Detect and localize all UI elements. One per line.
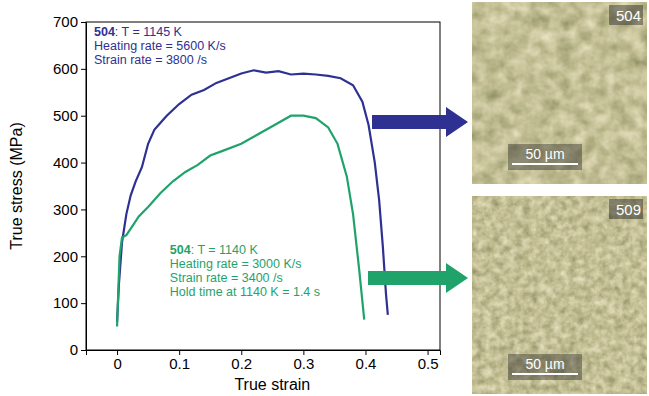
scale-bar-label: 50 µm <box>525 356 564 372</box>
annotation-line: Hold time at 1140 K = 1.4 s <box>170 285 320 299</box>
x-tick-label: 0.2 <box>231 355 252 372</box>
y-tick-label: 100 <box>53 294 78 311</box>
x-tick-label: 0.4 <box>356 355 377 372</box>
y-tick-label: 500 <box>53 107 78 124</box>
x-tick: 0 <box>113 350 121 372</box>
stress-strain-curve <box>117 116 364 327</box>
annotation-line: Strain rate = 3400 /s <box>170 271 283 285</box>
y-tick-label: 400 <box>53 154 78 171</box>
x-tick: 0.1 <box>169 350 190 372</box>
label-patch <box>609 5 643 25</box>
annotation-line: Heating rate = 3000 K/s <box>170 257 302 271</box>
y-tick-mark <box>81 116 86 117</box>
micrograph: 509 50 µm <box>472 196 647 394</box>
x-axis: 0 0.1 0.2 0.3 0.4 0.5 <box>87 350 441 372</box>
y-tick: 100 <box>53 294 86 311</box>
y-axis-title: True stress (MPa) <box>8 122 25 249</box>
annotation: 504: T = 1140 KHeating rate = 3000 K/sSt… <box>170 243 320 299</box>
scale-bar <box>512 163 578 165</box>
micrograph-label: 509 <box>616 201 641 218</box>
annotation-line: 504: T = 1140 K <box>170 243 259 257</box>
x-tick: 0.5 <box>418 350 439 372</box>
x-tick: 0.2 <box>231 350 252 372</box>
y-tick: 700 <box>53 13 86 30</box>
scale-bar <box>512 373 578 375</box>
y-tick: 200 <box>53 248 86 265</box>
y-axis: 0 100 200 300 400 500 600 700 <box>53 13 87 358</box>
y-tick: 400 <box>53 154 86 171</box>
x-axis-title: True strain <box>234 376 310 393</box>
y-tick-mark <box>81 22 86 23</box>
y-tick: 0 <box>70 341 86 358</box>
scale-patch <box>508 354 582 380</box>
y-tick-mark <box>81 303 86 304</box>
y-tick-label: 700 <box>53 13 78 30</box>
y-tick-label: 200 <box>53 248 78 265</box>
x-tick-label: 0 <box>113 355 121 372</box>
y-tick-mark <box>81 350 86 351</box>
x-tick: 0.4 <box>356 350 377 372</box>
plot-frame <box>86 22 440 350</box>
arrow <box>368 263 468 293</box>
y-tick-label: 0 <box>70 341 78 358</box>
annotation-line: 504: T = 1145 K <box>94 25 183 39</box>
y-axis-line <box>81 23 87 351</box>
x-tick-label: 0.1 <box>169 355 190 372</box>
scale-patch <box>508 144 582 170</box>
annotation: 504: T = 1145 KHeating rate = 5600 K/sSt… <box>94 25 226 67</box>
label-patch <box>609 199 643 219</box>
y-tick-mark <box>81 163 86 164</box>
micrograph-image <box>472 196 647 394</box>
y-tick-mark <box>81 209 86 210</box>
annotation-line: Strain rate = 3800 /s <box>94 53 207 67</box>
y-tick-mark <box>81 69 86 70</box>
y-tick: 300 <box>53 201 86 218</box>
x-tick-label: 0.5 <box>418 355 439 372</box>
x-axis-line <box>87 351 441 356</box>
micrograph: 504 50 µm <box>472 2 647 184</box>
scale-bar-label: 50 µm <box>525 146 564 162</box>
x-tick: 0.3 <box>293 350 314 372</box>
x-tick-label: 0.3 <box>293 355 314 372</box>
y-tick-label: 300 <box>53 201 78 218</box>
plot-lines <box>117 70 388 326</box>
annotation-line: Heating rate = 5600 K/s <box>94 39 226 53</box>
micrograph-image <box>472 2 647 184</box>
arrow <box>372 107 468 137</box>
y-tick-label: 600 <box>53 60 78 77</box>
y-tick: 600 <box>53 60 86 77</box>
y-tick-mark <box>81 256 86 257</box>
y-tick: 500 <box>53 107 86 124</box>
micrograph-label: 504 <box>616 7 641 24</box>
